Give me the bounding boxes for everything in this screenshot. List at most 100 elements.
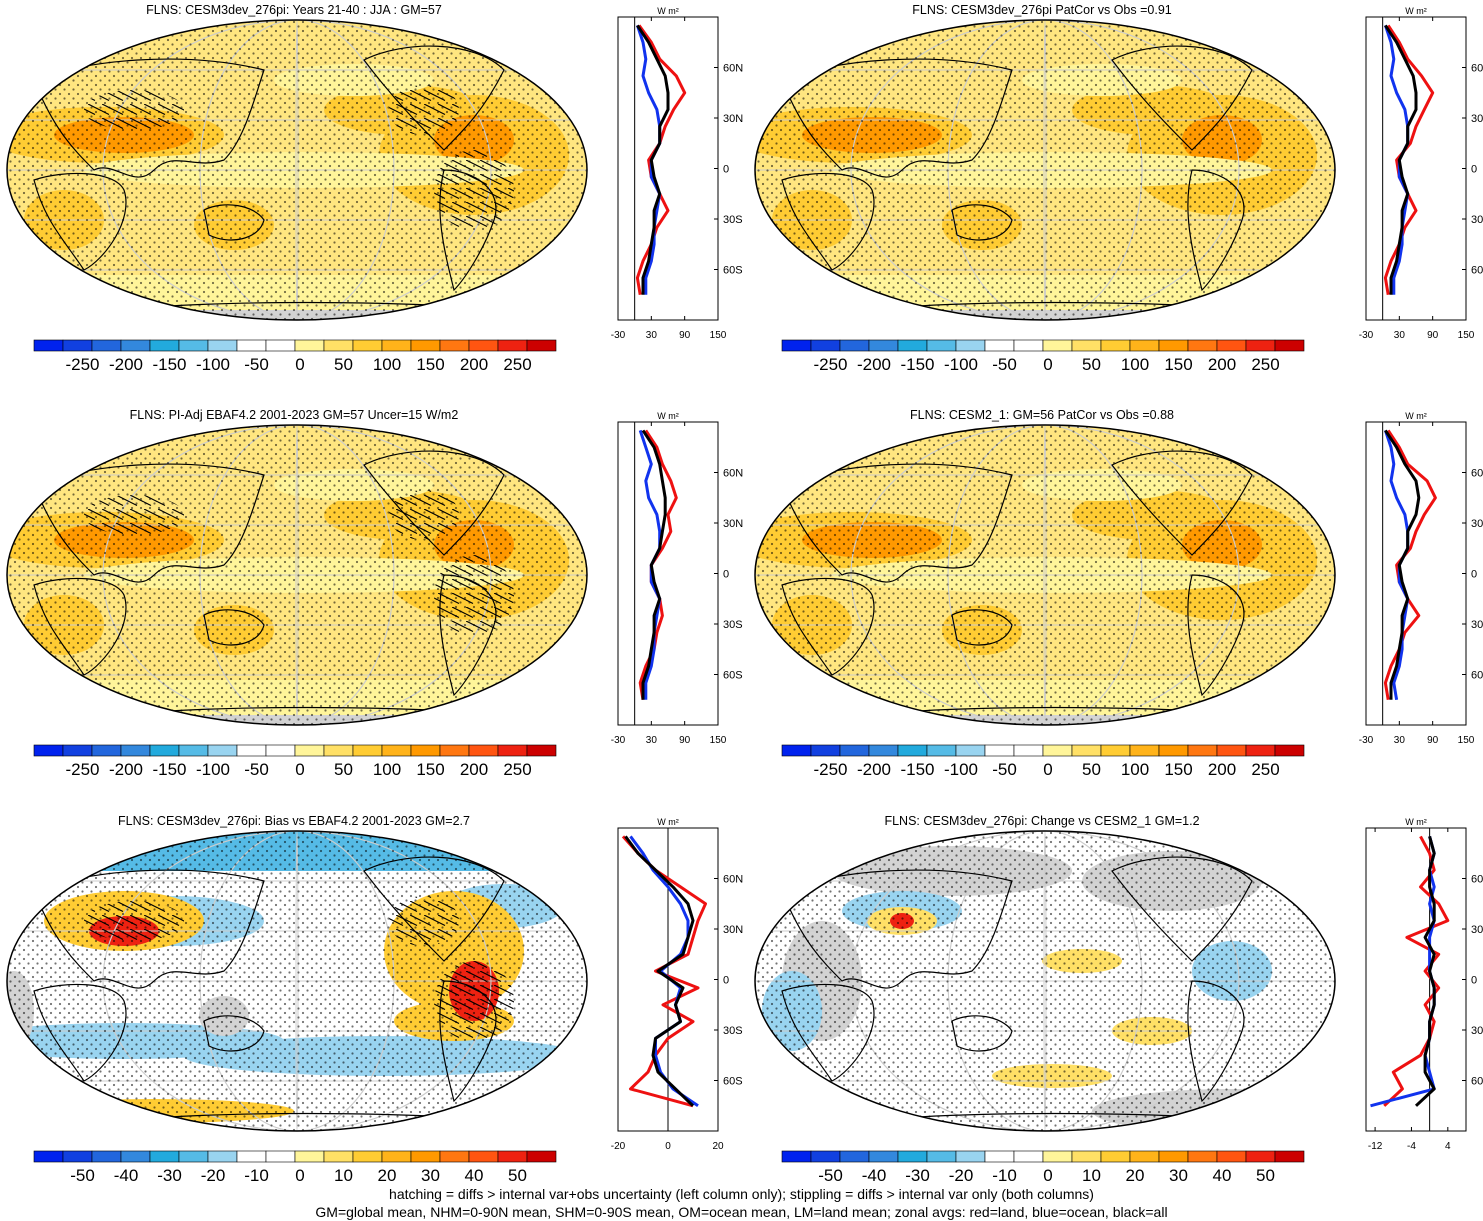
colorbar-swatch [265,744,296,757]
colorbar-swatch [1216,744,1247,757]
zonal-y-tick-label: 60N [1471,63,1483,75]
colorbar-label: 250 [1251,760,1279,779]
colorbar-label: 100 [1121,760,1149,779]
colorbar-label: 250 [503,760,531,779]
zonal-y-tick-label: 30N [1471,113,1483,125]
colorbar-swatch [810,744,841,757]
zonal-series-land [1383,429,1437,701]
map-panel [6,19,588,321]
colorbar-swatch [1245,1150,1276,1163]
colorbar-label: 0 [295,760,304,779]
zonal-x-tick-label: 20 [712,1141,724,1152]
colorbar-label: -30 [905,1166,930,1185]
colorbar-swatch [839,744,870,757]
colorbar-swatch [926,339,957,352]
zonal-series-land [621,835,707,1108]
map-outline [754,19,1336,321]
colorbar-swatch [381,1150,412,1163]
map-outline [6,830,588,1132]
colorbar-label: -50 [244,760,269,779]
zonal-x-tick-label: 30 [1394,330,1406,341]
colorbar-swatch [926,744,957,757]
colorbar-label: 200 [1208,760,1236,779]
colorbar-swatch [62,1150,93,1163]
colorbar-label: 40 [465,1166,484,1185]
colorbar-swatch [468,1150,499,1163]
colorbar-label: 50 [334,355,353,374]
zonal-y-tick-label: 60N [723,468,743,480]
colorbar-swatch [897,1150,928,1163]
zonal-mean-panel: -30 30 90 150 60N 30N 0 30S 60S W m² [611,411,743,746]
colorbar-swatch [868,744,899,757]
colorbar-label: 20 [378,1166,397,1185]
colorbar-label: 50 [1082,760,1101,779]
colorbar-swatch [1129,1150,1160,1163]
colorbar-label: -250 [813,760,847,779]
colorbar: -250 -200 -150 -100 -50 0 50 100 150 200 250 [33,744,557,779]
colorbar-swatch [1187,339,1218,352]
zonal-y-tick-label: 60S [723,1076,743,1088]
zonal-y-tick-label: 60N [723,63,743,75]
colorbar-swatch [323,339,354,352]
footer-hatching-note: hatching = diffs > internal var+obs unce… [389,1186,1094,1202]
zonal-series-land [1383,24,1435,296]
zonal-x-tick-label: 90 [1427,735,1439,746]
colorbar-swatch [410,339,441,352]
colorbar-swatch [120,1150,151,1163]
map-outline [6,19,588,321]
colorbar-label: 100 [373,355,401,374]
colorbar-swatch [897,744,928,757]
zonal-y-tick-label: 30N [723,924,743,936]
zonal-y-tick-label: 0 [723,975,729,987]
zonal-y-tick-label: 30S [723,214,743,226]
colorbar-swatch [381,339,412,352]
colorbar-swatch [91,1150,122,1163]
zonal-y-tick-label: 60N [1471,468,1483,480]
colorbar-swatch [497,1150,528,1163]
zonal-y-tick-label: 0 [1471,164,1477,176]
colorbar-swatch [149,1150,180,1163]
zonal-y-tick-label: 30N [1471,924,1483,936]
colorbar-label: -250 [813,355,847,374]
colorbar-swatch [1216,1150,1247,1163]
colorbar-swatch [207,744,238,757]
colorbar-swatch [410,744,441,757]
colorbar-swatch [1013,1150,1044,1163]
colorbar-swatch [33,744,64,757]
colorbar-swatch [62,744,93,757]
map-panel [754,19,1336,321]
zonal-y-tick-label: 30S [1471,619,1483,631]
colorbar-label: 50 [1256,1166,1275,1185]
colorbar-swatch [439,1150,470,1163]
zonal-x-tick-label: 150 [710,330,727,341]
map-outline [6,424,588,726]
colorbar-swatch [1042,1150,1073,1163]
colorbar-swatch [439,744,470,757]
colorbar-label: 30 [421,1166,440,1185]
colorbar-swatch [294,339,325,352]
colorbar-label: -50 [992,355,1017,374]
colorbar: -250 -200 -150 -100 -50 0 50 100 150 200 250 [781,339,1305,374]
colorbar-swatch [1129,339,1160,352]
colorbar-label: 250 [1251,355,1279,374]
colorbar-swatch [526,1150,557,1163]
colorbar-swatch [1216,339,1247,352]
colorbar-swatch [497,339,528,352]
zonal-x-tick-label: 90 [679,330,691,341]
colorbar-swatch [526,744,557,757]
colorbar-swatch [468,339,499,352]
map-panel [754,424,1336,726]
zonal-x-tick-label: 30 [646,735,658,746]
colorbar-swatch [352,1150,383,1163]
map-panel [754,830,1336,1132]
colorbar-label: 100 [373,760,401,779]
colorbar-label: 200 [1208,355,1236,374]
zonal-x-tick-label: -12 [1368,1141,1383,1152]
panel-title: FLNS: CESM3dev_276pi: Years 21-40 : JJA … [146,3,442,17]
footer-legend-note: GM=global mean, NHM=0-90N mean, SHM=0-90… [315,1204,1168,1220]
colorbar-swatch [1158,1150,1189,1163]
colorbar-swatch [352,744,383,757]
zonal-x-tick-label: 90 [679,735,691,746]
colorbar-label: -250 [65,760,99,779]
zonal-units-label: W m² [657,6,679,16]
